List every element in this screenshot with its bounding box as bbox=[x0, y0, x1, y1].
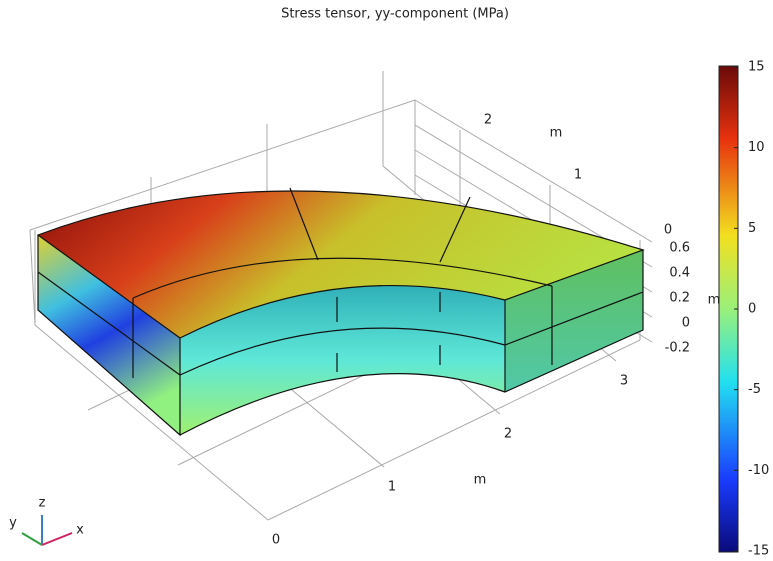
triad: z x y bbox=[9, 496, 84, 546]
colorbar-tick-label: -5 bbox=[748, 382, 761, 397]
z-tick-label: -0.2 bbox=[665, 341, 690, 356]
colorbar-tick-label: -15 bbox=[748, 544, 769, 559]
z-tick-label: 0.6 bbox=[669, 241, 690, 256]
colorbar-tick-label: 10 bbox=[748, 140, 765, 155]
x-tick-label: 0 bbox=[272, 533, 280, 548]
triad-x bbox=[42, 533, 72, 545]
z-axis-label: m bbox=[708, 293, 721, 308]
y-tick-label: 0 bbox=[664, 223, 672, 238]
colorbar-tick-label: 0 bbox=[748, 302, 756, 317]
z-tick-label: 0.2 bbox=[669, 291, 690, 306]
y-axis-label: m bbox=[550, 126, 563, 141]
triad-y bbox=[22, 533, 42, 545]
chart: Stress tensor, yy-component (MPa) z x y … bbox=[0, 0, 773, 561]
z-tick-label: 0.4 bbox=[669, 266, 690, 281]
solid bbox=[38, 188, 643, 435]
x-tick-label: 2 bbox=[504, 427, 512, 442]
y-tick-label: 2 bbox=[484, 113, 492, 128]
colorbar-tick-label: 15 bbox=[748, 60, 765, 75]
x-axis-label: m bbox=[474, 473, 487, 488]
triad-label: z bbox=[39, 496, 46, 511]
colorbar-tick-label: 5 bbox=[748, 221, 756, 236]
colorbar-tick-label: -10 bbox=[748, 463, 769, 478]
z-tick-label: 0 bbox=[682, 316, 690, 331]
y-tick-label: 1 bbox=[574, 168, 582, 183]
x-tick-label: 3 bbox=[620, 374, 628, 389]
triad-label: x bbox=[76, 523, 84, 538]
chart-title: Stress tensor, yy-component (MPa) bbox=[281, 7, 509, 22]
x-tick-label: 1 bbox=[388, 480, 396, 495]
triad-label: y bbox=[9, 516, 17, 531]
